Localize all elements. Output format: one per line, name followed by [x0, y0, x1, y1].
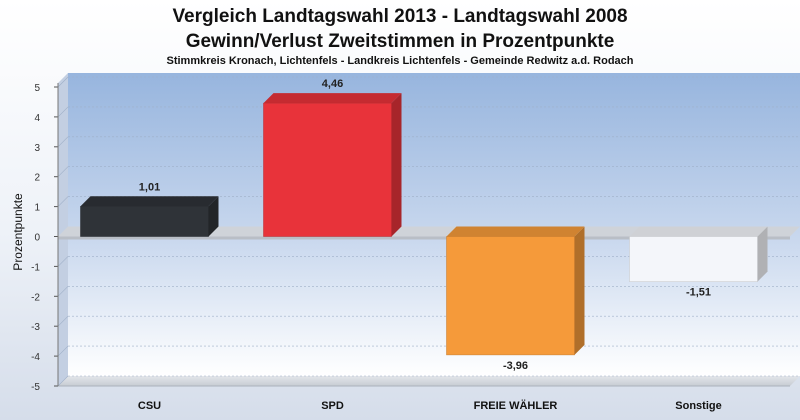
gridline-side — [57, 375, 69, 387]
bar — [80, 206, 209, 237]
gridline-side — [57, 136, 69, 148]
bar-top — [263, 93, 402, 104]
gridline-side — [57, 256, 69, 267]
y-axis-label: Prozentpunkte — [11, 193, 25, 271]
gridlines — [57, 76, 800, 387]
bar-side — [757, 226, 768, 282]
gridline-side — [57, 196, 69, 207]
data-label: 1,01 — [139, 181, 160, 193]
gridline-side — [57, 345, 69, 357]
gridline-side — [57, 166, 69, 177]
gridline-side — [57, 76, 69, 88]
bar-top — [446, 226, 585, 237]
y-tick-label: -3 — [31, 322, 40, 333]
y-tick-label: 2 — [34, 173, 40, 184]
y-axis: 5 4 3 2 1 0 -1 -2 -3 -4 -5 — [31, 83, 59, 393]
bar — [629, 236, 758, 282]
y-tick-label: -5 — [31, 382, 40, 393]
y-tick-label: -1 — [31, 262, 40, 273]
y-tick-label: 0 — [34, 233, 40, 244]
chart-titles: Vergleich Landtagswahl 2013 - Landtagswa… — [0, 0, 800, 67]
x-tick-label: SPD — [321, 400, 344, 412]
plot-side-wall — [58, 73, 68, 386]
x-tick-label: FREIE WÄHLER — [474, 399, 558, 412]
bar — [263, 102, 392, 237]
bar — [446, 236, 575, 356]
x-tick-label: CSU — [138, 400, 161, 412]
gridline-side — [57, 315, 69, 327]
data-label: -3,96 — [503, 360, 528, 372]
bar-side — [391, 93, 402, 237]
x-tick-label: Sonstige — [675, 400, 721, 412]
chart-title-line-1: Vergleich Landtagswahl 2013 - Landtagswa… — [172, 6, 628, 27]
zero-plane-edge — [58, 236, 790, 240]
bar-top — [80, 196, 219, 207]
gridline-side — [57, 286, 69, 297]
bars — [80, 93, 768, 356]
y-tick-label: 3 — [34, 143, 40, 154]
bar-side — [208, 196, 219, 237]
labels: 1,01 CSU 4,46 SPD -3,96 FREIE WÄHLER -1,51 Sons… — [138, 78, 722, 412]
chart-subtitle: Stimmkreis Kronach, Lichtenfels - Landkr… — [166, 55, 634, 67]
zero-plane — [58, 226, 800, 237]
plot-floor — [58, 376, 800, 386]
data-label: -1,51 — [686, 287, 711, 299]
y-tick-label: -4 — [31, 352, 40, 363]
y-tick-label: -2 — [31, 292, 40, 303]
data-label: 4,46 — [322, 78, 343, 90]
y-tick-label: 4 — [34, 113, 40, 124]
gridline-side — [57, 106, 69, 118]
bar-top — [629, 226, 768, 237]
y-tick-label: 5 — [34, 83, 40, 94]
bar-side — [574, 226, 585, 355]
y-tick-label: 1 — [34, 203, 40, 214]
chart-title-line-2: Gewinn/Verlust Zweitstimmen in Prozentpu… — [185, 31, 615, 52]
